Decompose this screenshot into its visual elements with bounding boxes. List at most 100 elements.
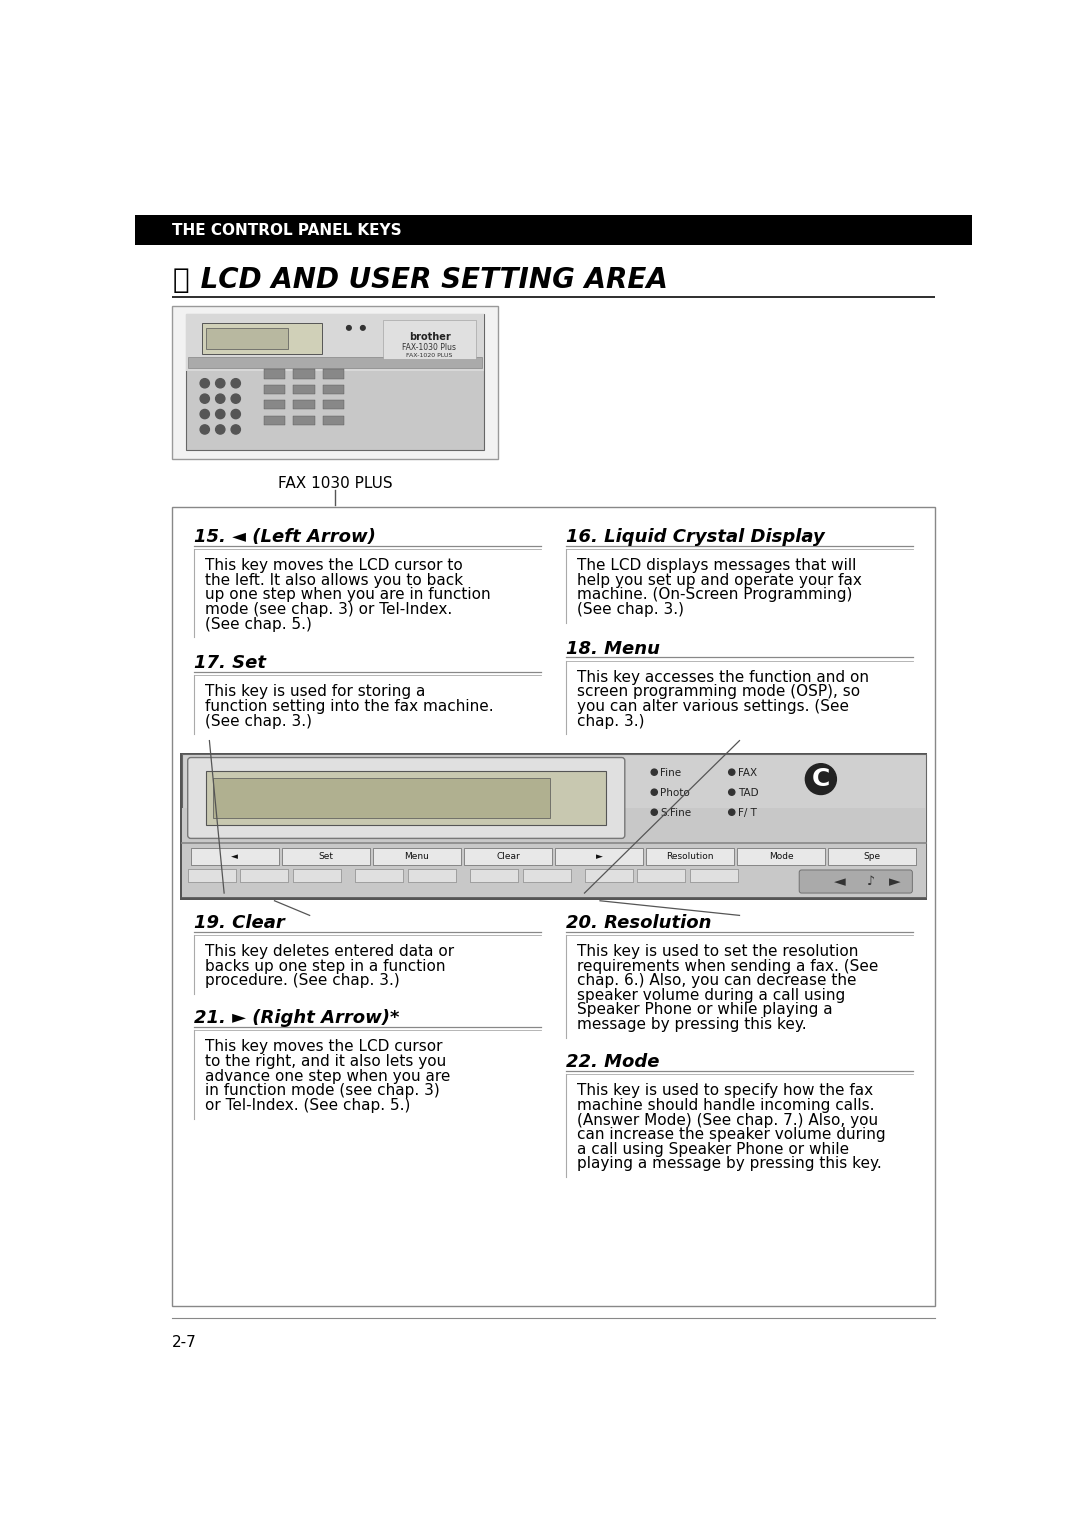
Text: 20. Resolution: 20. Resolution (566, 914, 712, 932)
Text: the left. It also allows you to back: the left. It also allows you to back (205, 572, 463, 588)
Circle shape (231, 394, 241, 403)
Text: This key is used to specify how the fax: This key is used to specify how the fax (577, 1083, 873, 1099)
Bar (293, 400, 314, 409)
Text: machine should handle incoming calls.: machine should handle incoming calls. (577, 1097, 874, 1112)
Bar (383, 320, 476, 359)
Circle shape (216, 394, 225, 403)
Circle shape (200, 424, 210, 433)
Text: advance one step when you are: advance one step when you are (205, 1068, 450, 1083)
Circle shape (729, 769, 734, 775)
Text: ⓧ: ⓧ (172, 266, 189, 295)
Text: S.Fine: S.Fine (661, 809, 691, 818)
Text: chap. 3.): chap. 3.) (577, 714, 645, 728)
Bar (206, 772, 606, 824)
Bar (172, 307, 498, 459)
Text: 17. Set: 17. Set (194, 655, 266, 673)
Text: 21. ► (Right Arrow)*: 21. ► (Right Arrow)* (194, 1009, 400, 1027)
Circle shape (216, 424, 225, 433)
Bar (373, 847, 461, 865)
Bar (172, 296, 935, 298)
Bar (293, 369, 314, 378)
Text: procedure. (See chap. 3.): procedure. (See chap. 3.) (205, 974, 400, 989)
Bar (637, 870, 685, 882)
Circle shape (729, 809, 734, 815)
Bar (264, 385, 285, 394)
Circle shape (361, 325, 365, 330)
Text: Set: Set (319, 852, 334, 861)
Text: 16. Liquid Crystal Display: 16. Liquid Crystal Display (566, 528, 825, 546)
Bar (191, 847, 279, 865)
Text: to the right, and it also lets you: to the right, and it also lets you (205, 1054, 446, 1070)
Circle shape (200, 378, 210, 388)
Circle shape (216, 409, 225, 418)
Text: 19. Clear: 19. Clear (194, 914, 285, 932)
Bar (293, 385, 314, 394)
Text: message by pressing this key.: message by pressing this key. (577, 1016, 807, 1032)
Circle shape (651, 809, 658, 815)
Bar (470, 870, 517, 882)
Text: ►: ► (889, 874, 901, 890)
Bar (135, 215, 972, 244)
Text: can increase the speaker volume during: can increase the speaker volume during (577, 1128, 886, 1141)
Text: function setting into the fax machine.: function setting into the fax machine. (205, 699, 494, 714)
Circle shape (806, 763, 836, 795)
Text: (See chap. 3.): (See chap. 3.) (205, 714, 312, 728)
Text: help you set up and operate your fax: help you set up and operate your fax (577, 572, 862, 588)
Bar (323, 415, 345, 424)
Text: This key moves the LCD cursor to: This key moves the LCD cursor to (205, 559, 462, 574)
Text: C: C (812, 768, 831, 790)
Text: 15. ◄ (Left Arrow): 15. ◄ (Left Arrow) (194, 528, 376, 546)
Text: (See chap. 5.): (See chap. 5.) (205, 617, 312, 632)
Text: ◄: ◄ (231, 852, 239, 861)
Text: Fine: Fine (661, 768, 681, 778)
Text: Spe: Spe (864, 852, 881, 861)
Text: FAX 1030 PLUS: FAX 1030 PLUS (278, 476, 392, 491)
Bar (408, 870, 456, 882)
Bar (186, 314, 484, 450)
Text: This key deletes entered data or: This key deletes entered data or (205, 945, 454, 958)
FancyBboxPatch shape (188, 757, 625, 838)
Bar (293, 415, 314, 424)
Text: requirements when sending a fax. (See: requirements when sending a fax. (See (577, 958, 878, 974)
Text: Mode: Mode (769, 852, 794, 861)
Circle shape (651, 789, 658, 795)
Text: chap. 6.) Also, you can decrease the: chap. 6.) Also, you can decrease the (577, 974, 856, 989)
Bar (181, 754, 926, 897)
Text: This key moves the LCD cursor: This key moves the LCD cursor (205, 1039, 442, 1054)
Bar (264, 415, 285, 424)
Text: brother: brother (408, 333, 450, 342)
Circle shape (200, 394, 210, 403)
Text: 18. Menu: 18. Menu (566, 639, 660, 658)
Bar (241, 870, 288, 882)
Text: FAX-1020 PLUS: FAX-1020 PLUS (406, 353, 453, 359)
Circle shape (231, 378, 241, 388)
Bar (213, 778, 551, 818)
Bar (323, 400, 345, 409)
Bar (555, 847, 643, 865)
Bar (690, 870, 738, 882)
Text: F/ T: F/ T (738, 809, 757, 818)
Text: mode (see chap. 3) or Tel-Index.: mode (see chap. 3) or Tel-Index. (205, 601, 453, 617)
Text: ►: ► (595, 852, 603, 861)
Text: ◄: ◄ (835, 874, 846, 890)
Bar (172, 507, 935, 1306)
Bar (264, 369, 285, 378)
Bar (202, 324, 322, 354)
Circle shape (231, 409, 241, 418)
Text: a call using Speaker Phone or while: a call using Speaker Phone or while (577, 1141, 849, 1157)
Bar (206, 328, 287, 349)
Circle shape (651, 769, 658, 775)
Circle shape (231, 424, 241, 433)
Text: TAD: TAD (738, 789, 758, 798)
Text: (See chap. 3.): (See chap. 3.) (577, 601, 684, 617)
Text: playing a message by pressing this key.: playing a message by pressing this key. (577, 1157, 881, 1172)
Text: This key accesses the function and on: This key accesses the function and on (577, 670, 868, 685)
Bar (181, 809, 926, 897)
Circle shape (347, 325, 351, 330)
Text: up one step when you are in function: up one step when you are in function (205, 588, 490, 603)
Bar (464, 847, 552, 865)
Text: This key is used to set the resolution: This key is used to set the resolution (577, 945, 859, 958)
Bar (828, 847, 916, 865)
Bar (264, 400, 285, 409)
Text: 22. Mode: 22. Mode (566, 1053, 660, 1071)
